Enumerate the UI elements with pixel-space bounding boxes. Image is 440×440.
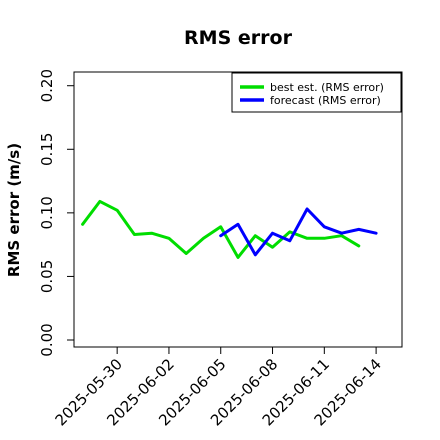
y-tick-label: 0.20 (38, 69, 56, 102)
legend: best est. (RMS error)forecast (RMS error… (231, 72, 402, 113)
plot-frame (73, 71, 403, 348)
y-tick-label: 0.10 (38, 196, 56, 229)
legend-entry: best est. (RMS error) (270, 81, 384, 94)
x-axis: 2025-05-302025-06-022025-06-052025-06-08… (52, 347, 385, 429)
chart-title: RMS error (184, 27, 293, 49)
legend-entry: forecast (RMS error) (270, 94, 381, 107)
series-layer (81, 199, 378, 259)
series-line-best-est (81, 199, 361, 259)
y-tick-label: 0.05 (38, 260, 56, 293)
y-tick-label: 0.15 (38, 133, 56, 166)
series-line-forecast (219, 207, 378, 257)
y-axis-label: RMS error (m/s) (5, 143, 23, 277)
y-tick-label: 0.00 (38, 323, 56, 356)
y-axis: 0.00 0.05 0.10 0.15 0.20 (38, 69, 74, 357)
legend-box (231, 72, 402, 113)
